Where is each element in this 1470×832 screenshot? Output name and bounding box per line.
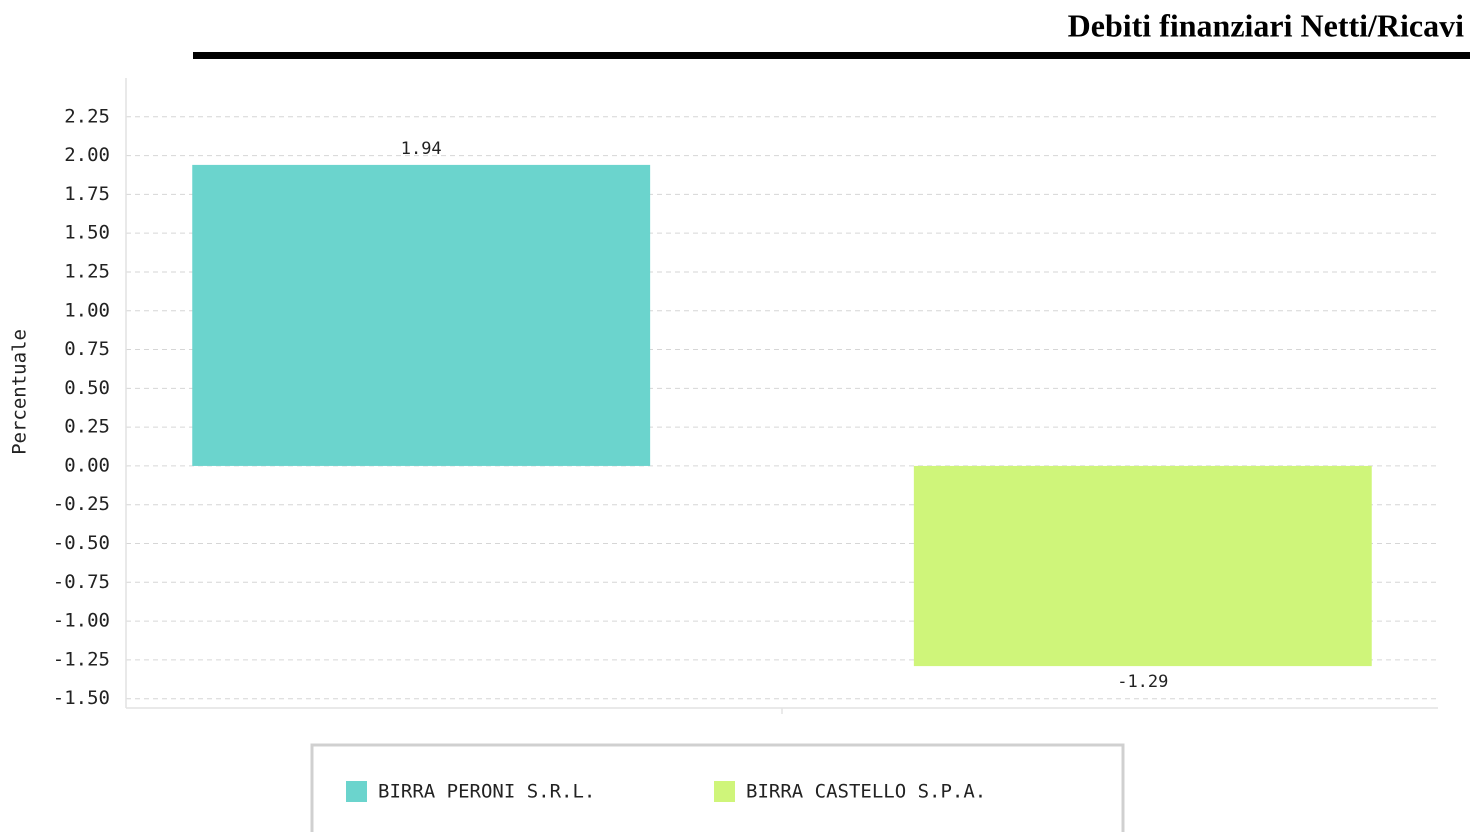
legend-swatch — [346, 781, 367, 802]
y-axis-label: Percentuale — [9, 329, 31, 455]
data-label: -1.29 — [1117, 672, 1168, 692]
y-tick-label: 0.00 — [64, 454, 110, 476]
chart-title: Debiti finanziari Netti/Ricavi — [1068, 7, 1464, 43]
y-tick-label: -0.50 — [53, 532, 110, 554]
y-tick-label: 2.25 — [64, 105, 110, 127]
bar — [913, 465, 1372, 667]
data-label: 1.94 — [401, 139, 442, 159]
y-tick-label: 0.75 — [64, 338, 110, 360]
y-tick-label: 1.50 — [64, 222, 110, 244]
y-tick-label: 1.75 — [64, 183, 110, 205]
bar — [192, 164, 651, 466]
y-tick-label: 0.50 — [64, 377, 110, 399]
legend-label: BIRRA CASTELLO S.P.A. — [746, 781, 986, 803]
y-tick-label: 2.00 — [64, 144, 110, 166]
y-tick-label: -1.25 — [53, 648, 110, 670]
y-tick-label: -1.50 — [53, 687, 110, 709]
legend-label: BIRRA PERONI S.R.L. — [378, 781, 595, 803]
y-tick-label: -1.00 — [53, 610, 110, 632]
y-tick-label: -0.25 — [53, 493, 110, 515]
legend-swatch — [714, 781, 735, 802]
title-rule — [193, 52, 1470, 59]
y-tick-label: 0.25 — [64, 416, 110, 438]
y-tick-label: 1.00 — [64, 299, 110, 321]
y-tick-label: 1.25 — [64, 260, 110, 282]
y-tick-label: -0.75 — [53, 571, 110, 593]
